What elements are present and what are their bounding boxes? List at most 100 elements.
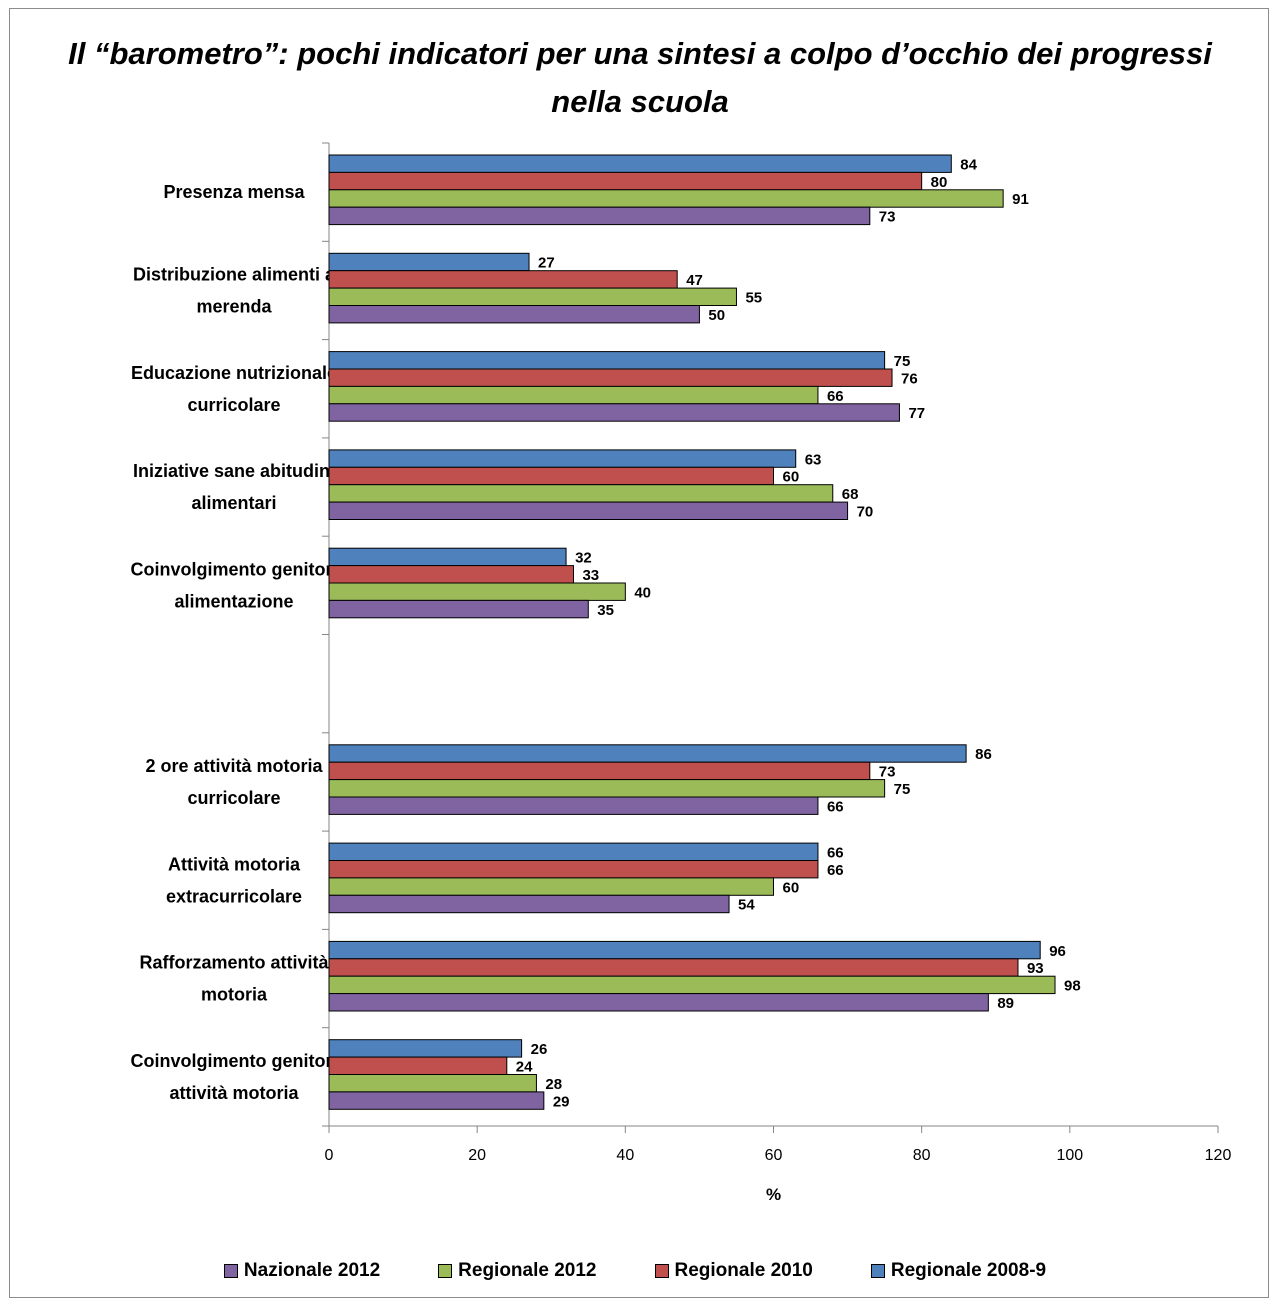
y-category-label: 2 ore attività motoria bbox=[145, 756, 323, 776]
bar-value-label: 50 bbox=[708, 307, 725, 324]
x-tick-label: 20 bbox=[468, 1147, 486, 1164]
y-category-label: Educazione nutrizionale bbox=[131, 363, 337, 383]
bar bbox=[328, 351, 886, 370]
bar bbox=[328, 368, 893, 387]
legend-swatch bbox=[223, 1264, 238, 1278]
bar bbox=[328, 484, 834, 503]
bar bbox=[328, 993, 989, 1012]
bar bbox=[328, 206, 871, 226]
bar-value-label: 35 bbox=[597, 602, 614, 619]
bar bbox=[328, 287, 737, 307]
bar-value-label: 40 bbox=[634, 584, 651, 601]
bar-value-label: 73 bbox=[879, 209, 896, 226]
bar-value-label: 76 bbox=[901, 370, 918, 387]
bar bbox=[328, 403, 900, 422]
y-category-label: attività motoria bbox=[169, 1083, 299, 1103]
bar bbox=[328, 582, 626, 601]
bar-value-label: 55 bbox=[745, 290, 762, 307]
bar-value-label: 75 bbox=[894, 353, 911, 370]
bar-value-label: 70 bbox=[857, 504, 874, 521]
y-category-label: motoria bbox=[201, 985, 268, 1005]
y-category-label: Iniziative sane abitudini bbox=[133, 461, 335, 481]
y-category-label: Rafforzamento attività bbox=[139, 953, 329, 973]
chart-legend: Nazionale 2012 Regionale 2012 Regionale 20… bbox=[0, 1260, 1270, 1282]
bar-value-label: 24 bbox=[516, 1059, 533, 1076]
bar bbox=[328, 171, 923, 191]
bar-value-label: 29 bbox=[553, 1093, 570, 1110]
legend-label: Nazionale 2012 bbox=[243, 1260, 381, 1281]
legend-label: Regionale 2010 bbox=[674, 1260, 813, 1281]
bar-value-label: 98 bbox=[1064, 978, 1081, 995]
y-category-label: Distribuzione alimenti a bbox=[133, 264, 336, 284]
bar bbox=[328, 270, 678, 289]
legend-swatch bbox=[870, 1264, 885, 1278]
bar-value-label: 28 bbox=[545, 1076, 562, 1093]
y-category-label: merenda bbox=[196, 296, 272, 316]
y-category-label: curricolare bbox=[187, 395, 280, 415]
bar bbox=[328, 599, 589, 619]
bar-value-label: 93 bbox=[1027, 960, 1044, 977]
legend-swatch bbox=[438, 1264, 453, 1278]
legend-swatch bbox=[654, 1264, 669, 1278]
x-tick-label: 0 bbox=[325, 1147, 334, 1164]
bar bbox=[328, 860, 819, 879]
y-category-label: curricolare bbox=[187, 788, 280, 808]
bar bbox=[328, 940, 1041, 960]
bar-value-label: 84 bbox=[960, 156, 977, 173]
bar bbox=[328, 1039, 523, 1058]
legend-label: Regionale 2012 bbox=[458, 1260, 597, 1281]
bar bbox=[328, 958, 1019, 977]
bar bbox=[328, 779, 886, 798]
bar-value-label: 75 bbox=[894, 781, 911, 798]
bar bbox=[328, 1056, 508, 1075]
bar bbox=[328, 501, 849, 521]
bar-value-label: 66 bbox=[827, 845, 844, 862]
bar bbox=[328, 189, 1004, 208]
legend-item: Regionale 2010 bbox=[654, 1260, 813, 1282]
bar-value-label: 86 bbox=[975, 746, 992, 763]
bar-value-label: 33 bbox=[582, 567, 599, 584]
legend-label: Regionale 2008-9 bbox=[890, 1260, 1047, 1281]
bar-value-label: 26 bbox=[531, 1041, 548, 1058]
x-axis-title: % bbox=[766, 1185, 781, 1204]
bar-value-label: 66 bbox=[827, 798, 844, 815]
bar bbox=[328, 761, 871, 781]
bar bbox=[328, 547, 567, 567]
bar-value-label: 27 bbox=[538, 255, 555, 272]
bar-value-label: 96 bbox=[1049, 943, 1066, 960]
y-category-label: alimentazione bbox=[174, 591, 293, 611]
bar-value-label: 80 bbox=[931, 174, 948, 191]
y-category-label: extracurricolare bbox=[166, 886, 302, 906]
bar-value-label: 32 bbox=[575, 550, 592, 567]
bar-value-label: 89 bbox=[997, 995, 1014, 1012]
bar-value-label: 91 bbox=[1012, 191, 1029, 208]
bar bbox=[328, 796, 819, 815]
bar-value-label: 66 bbox=[827, 388, 844, 405]
bar-value-label: 68 bbox=[842, 486, 859, 503]
legend-item: Regionale 2012 bbox=[438, 1260, 597, 1282]
bar bbox=[328, 154, 952, 173]
legend-item: Regionale 2008-9 bbox=[870, 1260, 1047, 1282]
y-category-label: Attività motoria bbox=[168, 854, 301, 874]
bar bbox=[328, 842, 819, 861]
x-tick-label: 120 bbox=[1205, 1147, 1232, 1164]
bar bbox=[328, 385, 819, 405]
bar-value-label: 63 bbox=[805, 451, 822, 468]
bar bbox=[328, 305, 700, 324]
bar bbox=[328, 975, 1056, 995]
bar-value-label: 60 bbox=[783, 469, 800, 486]
y-category-label: alimentari bbox=[191, 493, 276, 513]
legend-item: Nazionale 2012 bbox=[223, 1260, 381, 1282]
bar-value-label: 60 bbox=[783, 879, 800, 896]
bar bbox=[328, 565, 574, 584]
y-category-label: Presenza mensa bbox=[163, 182, 305, 202]
bar bbox=[328, 1074, 537, 1093]
x-tick-label: 60 bbox=[765, 1147, 783, 1164]
y-category-label: Coinvolgimento genitori bbox=[131, 1051, 338, 1071]
bar bbox=[328, 449, 797, 468]
y-category-label: Coinvolgimento genitori bbox=[131, 559, 338, 579]
bar bbox=[328, 894, 730, 914]
bar bbox=[328, 1091, 545, 1110]
bar bbox=[328, 877, 774, 896]
